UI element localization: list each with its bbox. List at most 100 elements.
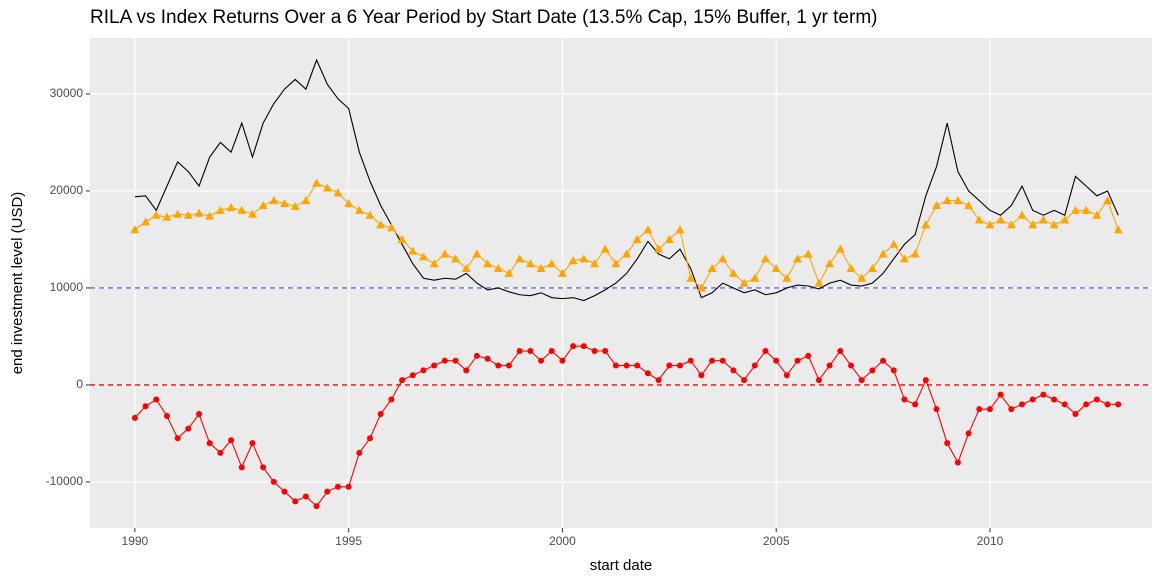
point: [367, 435, 374, 442]
point: [1104, 401, 1111, 408]
point: [580, 343, 587, 350]
point: [260, 464, 267, 471]
point: [386, 223, 396, 232]
point: [942, 196, 952, 205]
point: [901, 396, 908, 403]
point: [591, 347, 598, 354]
point: [559, 357, 566, 364]
point: [388, 396, 395, 403]
point: [515, 254, 525, 263]
x-tick-label: 2005: [763, 534, 790, 548]
point: [1019, 401, 1026, 408]
point: [194, 208, 204, 217]
point: [996, 215, 1006, 224]
chart-title: RILA vs Index Returns Over a 6 Year Peri…: [90, 7, 877, 28]
point: [677, 362, 683, 369]
point: [334, 483, 341, 490]
point: [857, 273, 867, 282]
point: [322, 183, 332, 192]
point: [1115, 401, 1122, 408]
point: [270, 478, 277, 485]
point: [484, 355, 491, 362]
point: [719, 357, 726, 364]
point: [880, 357, 887, 364]
point: [1051, 396, 1058, 403]
point: [205, 211, 215, 220]
point: [794, 357, 801, 364]
point: [258, 201, 268, 210]
point: [965, 430, 972, 437]
point: [1008, 406, 1015, 413]
point: [686, 273, 696, 282]
point: [964, 201, 974, 210]
point: [815, 377, 822, 384]
point: [313, 503, 320, 510]
point: [452, 357, 459, 364]
x-tick-label: 2010: [977, 534, 1004, 548]
point: [805, 352, 812, 359]
point: [376, 220, 386, 229]
point: [324, 488, 331, 495]
point: [570, 343, 577, 350]
point: [912, 401, 919, 408]
point: [429, 259, 439, 268]
point: [217, 449, 224, 456]
point: [356, 449, 363, 456]
point: [707, 264, 717, 273]
point: [473, 352, 480, 359]
point: [589, 259, 599, 268]
point: [354, 205, 364, 214]
point: [568, 256, 578, 265]
plot-panel: [90, 38, 1152, 528]
point: [1083, 401, 1090, 408]
point: [1092, 210, 1102, 219]
point: [269, 196, 279, 205]
point: [664, 234, 674, 243]
point: [333, 188, 343, 197]
point: [612, 362, 619, 369]
point: [1061, 401, 1068, 408]
point: [174, 435, 181, 442]
point: [762, 347, 769, 354]
point: [440, 249, 450, 258]
point: [249, 440, 256, 447]
y-tick-label: 0: [76, 377, 83, 391]
point: [377, 411, 384, 418]
point: [579, 254, 589, 263]
point: [312, 178, 322, 187]
point: [281, 488, 288, 495]
point: [933, 406, 940, 413]
point: [162, 212, 172, 221]
point: [153, 396, 160, 403]
point: [783, 372, 790, 379]
point: [431, 362, 438, 369]
point: [869, 367, 876, 374]
point: [750, 273, 760, 282]
point: [151, 210, 161, 219]
point: [1017, 210, 1027, 219]
x-tick-label: 1995: [335, 534, 362, 548]
point: [1038, 215, 1048, 224]
point: [846, 264, 856, 273]
point: [814, 278, 824, 287]
point: [237, 205, 247, 214]
point: [505, 362, 512, 369]
point: [302, 493, 309, 500]
point: [761, 254, 771, 263]
y-tick-label: 30000: [50, 86, 84, 100]
point: [1113, 225, 1123, 234]
point: [997, 391, 1004, 398]
y-tick-label: 10000: [50, 280, 84, 294]
x-tick-label: 2000: [549, 534, 576, 548]
point: [976, 406, 983, 413]
point: [365, 210, 375, 219]
point: [826, 362, 833, 369]
series-line: [134, 58, 1119, 302]
point: [536, 264, 546, 273]
point: [773, 357, 780, 364]
point: [441, 357, 448, 364]
point: [890, 367, 897, 374]
point: [1072, 411, 1079, 418]
point: [397, 234, 407, 243]
